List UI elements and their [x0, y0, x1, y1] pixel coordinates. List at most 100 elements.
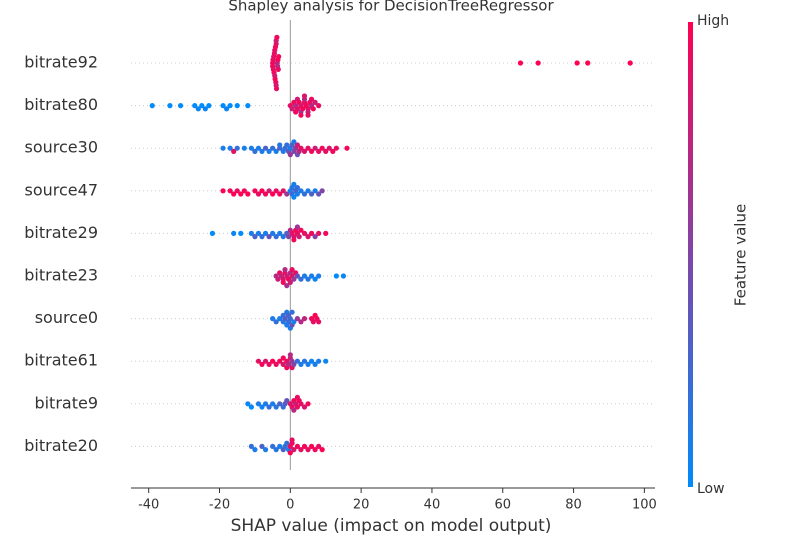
point — [262, 447, 269, 453]
point — [323, 230, 329, 236]
point — [273, 188, 279, 194]
point — [284, 398, 290, 404]
point — [308, 191, 315, 197]
point — [298, 188, 304, 194]
y-tick-label: bitrate23 — [24, 266, 98, 285]
point — [289, 267, 295, 273]
point — [234, 188, 240, 194]
point — [282, 267, 288, 273]
point — [287, 152, 293, 158]
point — [305, 234, 311, 240]
point — [294, 106, 301, 112]
point — [285, 361, 292, 367]
point — [270, 145, 276, 151]
point — [238, 230, 244, 236]
point — [301, 443, 308, 449]
y-tick-label: bitrate61 — [24, 351, 98, 370]
point — [330, 148, 336, 154]
x-tick-label: 80 — [565, 498, 582, 513]
point — [310, 106, 316, 112]
point — [266, 404, 272, 410]
point — [277, 316, 283, 322]
point — [294, 316, 301, 322]
point — [308, 230, 315, 236]
point — [294, 224, 301, 230]
point — [238, 191, 244, 197]
point — [301, 230, 308, 236]
point — [220, 103, 226, 109]
point — [298, 401, 304, 407]
point — [287, 352, 293, 358]
point — [298, 447, 304, 453]
point — [259, 188, 265, 194]
point — [277, 443, 283, 449]
point — [248, 230, 254, 236]
point — [284, 142, 290, 148]
point — [312, 234, 318, 240]
point — [333, 273, 339, 279]
point — [312, 276, 318, 282]
colorbar-label: Feature value — [732, 204, 750, 306]
point — [308, 443, 315, 449]
point — [300, 106, 306, 112]
point — [259, 404, 265, 410]
point — [289, 106, 295, 112]
point — [270, 316, 276, 322]
point — [308, 96, 315, 102]
point — [291, 319, 297, 325]
point — [319, 145, 325, 151]
point — [289, 309, 295, 315]
point — [301, 316, 308, 322]
point — [312, 447, 318, 453]
point — [308, 358, 315, 364]
point — [291, 447, 297, 453]
y-tick-label: bitrate20 — [24, 436, 98, 455]
point — [195, 106, 201, 112]
point — [223, 106, 230, 112]
point — [209, 230, 216, 236]
point — [280, 188, 286, 194]
point — [231, 148, 237, 154]
point — [308, 148, 315, 154]
point — [248, 145, 254, 151]
y-tick-label: bitrate80 — [24, 95, 98, 114]
point — [259, 443, 265, 449]
point — [316, 103, 322, 109]
point — [298, 276, 304, 282]
point — [291, 276, 297, 282]
point — [276, 54, 282, 60]
point — [277, 401, 283, 407]
point — [245, 191, 251, 197]
point — [301, 273, 308, 279]
point — [275, 276, 281, 282]
point — [305, 447, 311, 453]
x-tick-label: 40 — [424, 498, 441, 513]
point — [344, 145, 350, 151]
point — [277, 358, 283, 364]
point — [305, 188, 311, 194]
point — [270, 230, 276, 236]
point — [234, 145, 240, 151]
point — [627, 60, 633, 66]
point — [298, 145, 304, 151]
point — [262, 401, 269, 407]
point — [270, 191, 276, 197]
point — [323, 148, 329, 154]
point — [220, 188, 226, 194]
point — [227, 188, 233, 194]
point — [259, 361, 265, 367]
x-tick-label: 0 — [286, 498, 294, 513]
x-tick-label: -40 — [138, 498, 159, 513]
point — [308, 273, 315, 279]
point — [305, 145, 311, 151]
point — [287, 450, 293, 456]
y-tick-label: source47 — [25, 180, 99, 199]
point — [280, 234, 286, 240]
point — [319, 188, 325, 194]
point — [294, 443, 301, 449]
point — [273, 361, 279, 367]
point — [301, 148, 308, 154]
point — [255, 230, 262, 236]
point — [305, 361, 311, 367]
